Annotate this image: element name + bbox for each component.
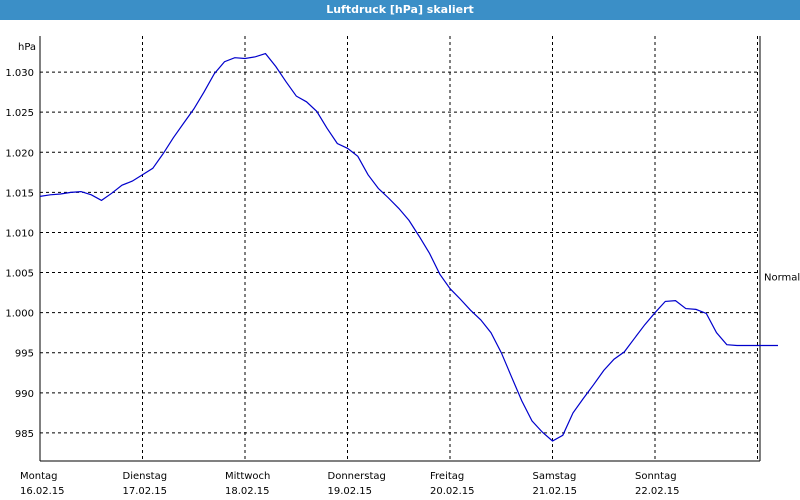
y-tick-label: 995	[15, 349, 34, 360]
x-tick-day: Sonntag	[635, 471, 677, 482]
x-tick-day: Freitag	[430, 471, 464, 482]
y-tick-label: 1.005	[5, 269, 34, 280]
x-tick-date: 18.02.15	[225, 486, 270, 497]
pressure-series-line	[39, 52, 778, 442]
x-tick-day: Samstag	[533, 471, 577, 482]
x-tick-day: Mittwoch	[225, 471, 270, 482]
y-tick-label: 1.000	[5, 309, 34, 320]
y-tick-label: 1.010	[5, 228, 34, 239]
y-tick-label: 1.030	[5, 68, 34, 79]
x-tick-date: 22.02.15	[635, 486, 680, 497]
x-tick-day: Donnerstag	[328, 471, 386, 482]
x-tick-date: 21.02.15	[533, 486, 578, 497]
x-tick-date: 17.02.15	[123, 486, 168, 497]
y-tick-label: 990	[15, 389, 34, 400]
reference-label: Normal	[764, 273, 800, 284]
x-tick-day: Montag	[20, 471, 57, 482]
y-axis-label: hPa	[18, 42, 36, 53]
y-tick-label: 1.015	[5, 188, 34, 199]
y-tick-label: 1.020	[5, 148, 34, 159]
y-tick-label: 985	[15, 429, 34, 440]
y-tick-label: 1.025	[5, 108, 34, 119]
x-tick-day: Dienstag	[123, 471, 168, 482]
window-title: Luftdruck [hPa] skaliert	[0, 0, 800, 20]
x-tick-date: 16.02.15	[20, 486, 65, 497]
x-tick-date: 20.02.15	[430, 486, 475, 497]
x-tick-date: 19.02.15	[328, 486, 373, 497]
